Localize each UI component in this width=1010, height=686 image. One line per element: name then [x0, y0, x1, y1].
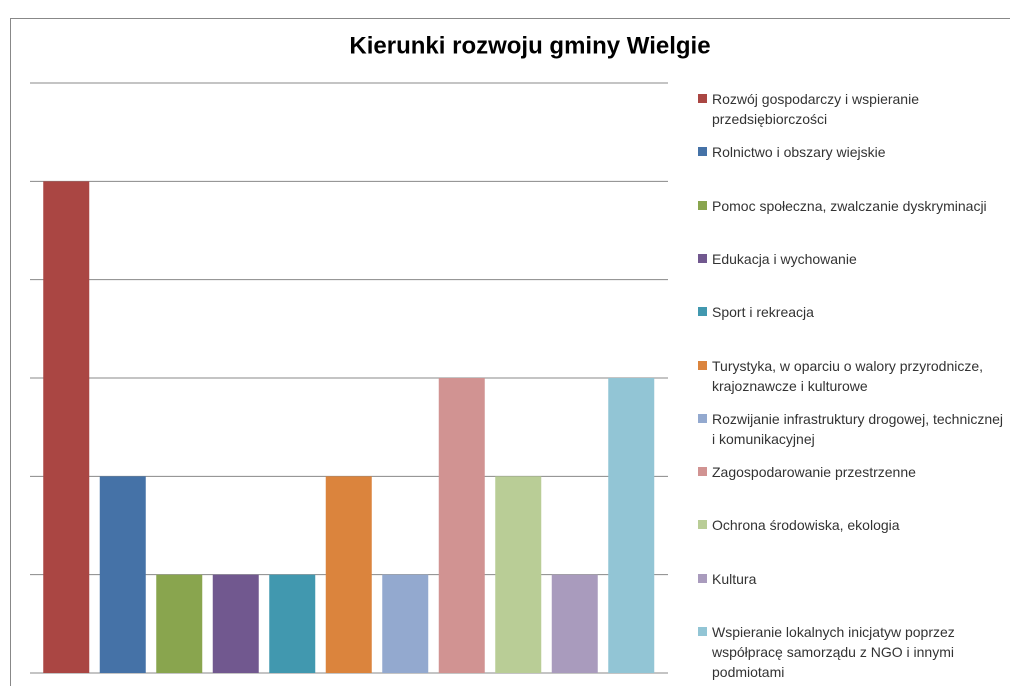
legend-swatch [698, 413, 707, 423]
legend-swatch [698, 147, 707, 157]
legend-label: Turystyka, w oparciu o walory przyrodnic… [712, 357, 984, 394]
bar [551, 574, 598, 673]
legend-entry: Wspieranie lokalnych inicjatyw poprzez w… [698, 622, 1008, 682]
bar [438, 378, 485, 673]
legend-entry: Ochrona środowiska, ekologia [698, 515, 1008, 535]
legend-swatch [698, 520, 707, 530]
legend-entry: Rozwijanie infrastruktury drogowej, tech… [698, 409, 1008, 449]
bar [43, 181, 90, 674]
chart-title: Kierunki rozwoju gminy Wielgie [349, 32, 710, 59]
legend-swatch [698, 307, 707, 317]
bar [382, 574, 429, 673]
legend-swatch [698, 253, 707, 263]
legend-entry: Sport i rekreacja [698, 302, 1008, 322]
legend-entry: Edukacja i wychowanie [698, 249, 1008, 269]
legend-label: Wspieranie lokalnych inicjatyw poprzez w… [712, 624, 955, 680]
legend-label: Pomoc społeczna, zwalczanie dyskryminacj… [712, 197, 987, 214]
legend-label: Zagospodarowanie przestrzenne [712, 464, 916, 481]
legend-label: Edukacja i wychowanie [712, 250, 857, 267]
legend-swatch [698, 94, 707, 103]
bar [212, 574, 259, 673]
legend-entry: Rozwój gospodarczy i wspieranie przedsię… [698, 89, 1008, 129]
legend-entry: Zagospodarowanie przestrzenne [698, 462, 1008, 482]
legend-swatch [698, 627, 707, 636]
legend-entry: Turystyka, w oparciu o walory przyrodnic… [698, 356, 1008, 396]
legend-label: Sport i rekreacja [712, 304, 814, 321]
bar [269, 574, 316, 673]
legend-label: Kultura [712, 570, 757, 587]
legend-label: Rozwijanie infrastruktury drogowej, tech… [712, 410, 1004, 447]
legend-label: Ochrona środowiska, ekologia [712, 517, 900, 534]
legend-entry: Kultura [698, 569, 1008, 589]
legend-entry: Pomoc społeczna, zwalczanie dyskryminacj… [698, 196, 1008, 216]
legend-swatch [698, 200, 707, 210]
legend-label: Rolnictwo i obszary wiejskie [712, 144, 886, 161]
legend-entry: Rolnictwo i obszary wiejskie [698, 142, 1008, 162]
bar [495, 476, 542, 673]
bar [156, 574, 203, 673]
bar [608, 378, 655, 673]
bar [325, 476, 372, 673]
legend-label: Rozwój gospodarczy i wspieranie przedsię… [712, 91, 919, 127]
legend-swatch [698, 467, 707, 477]
legend-swatch [698, 360, 707, 370]
legend-swatch [698, 573, 707, 583]
bar [99, 476, 146, 673]
